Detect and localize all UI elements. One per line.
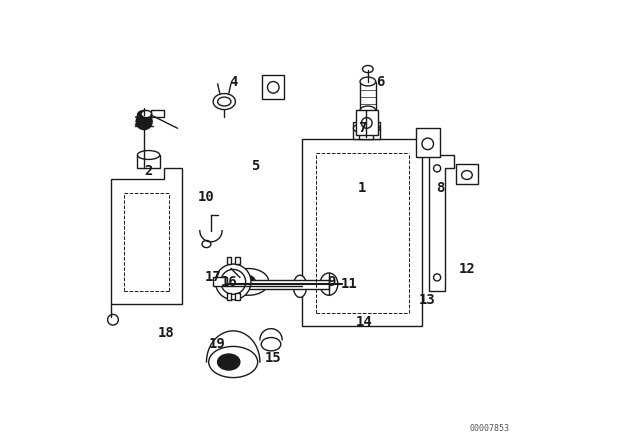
Ellipse shape: [108, 314, 118, 325]
Ellipse shape: [433, 274, 441, 281]
Ellipse shape: [138, 111, 151, 119]
FancyBboxPatch shape: [262, 75, 284, 99]
FancyBboxPatch shape: [416, 128, 440, 157]
Polygon shape: [111, 168, 182, 304]
Text: 13: 13: [419, 293, 435, 307]
Ellipse shape: [353, 123, 380, 134]
FancyBboxPatch shape: [456, 164, 478, 184]
FancyBboxPatch shape: [236, 293, 240, 300]
FancyBboxPatch shape: [359, 133, 372, 139]
Ellipse shape: [138, 151, 160, 159]
Text: 16: 16: [220, 275, 237, 289]
Ellipse shape: [218, 354, 240, 370]
Ellipse shape: [209, 346, 258, 378]
Text: 15: 15: [265, 351, 282, 365]
Text: 11: 11: [340, 277, 357, 291]
Ellipse shape: [268, 82, 279, 93]
Ellipse shape: [213, 94, 236, 110]
Text: 4: 4: [229, 74, 237, 89]
Text: 8: 8: [436, 181, 444, 195]
Text: 14: 14: [356, 315, 373, 329]
Text: 3: 3: [133, 115, 141, 129]
Ellipse shape: [228, 268, 269, 295]
Ellipse shape: [357, 119, 375, 133]
Text: 19: 19: [209, 337, 226, 351]
FancyBboxPatch shape: [356, 111, 378, 135]
FancyBboxPatch shape: [213, 277, 227, 286]
Ellipse shape: [362, 117, 372, 128]
FancyBboxPatch shape: [227, 258, 231, 264]
FancyBboxPatch shape: [138, 155, 160, 168]
Ellipse shape: [360, 106, 376, 115]
Text: 10: 10: [198, 190, 215, 204]
Ellipse shape: [216, 264, 251, 300]
Text: 9: 9: [327, 275, 335, 289]
FancyBboxPatch shape: [227, 280, 329, 289]
Text: 7: 7: [358, 121, 367, 135]
Ellipse shape: [261, 337, 281, 351]
Ellipse shape: [218, 97, 231, 106]
Ellipse shape: [141, 111, 152, 117]
Ellipse shape: [360, 77, 376, 86]
Ellipse shape: [221, 269, 246, 294]
FancyBboxPatch shape: [360, 82, 376, 111]
FancyBboxPatch shape: [227, 293, 231, 300]
Ellipse shape: [293, 275, 307, 297]
Text: 6: 6: [376, 74, 384, 89]
Text: 2: 2: [145, 164, 153, 177]
Text: 00007853: 00007853: [469, 424, 509, 433]
FancyBboxPatch shape: [353, 121, 380, 139]
Polygon shape: [302, 139, 422, 327]
Text: 12: 12: [458, 262, 476, 276]
Text: 5: 5: [252, 159, 260, 173]
Text: 1: 1: [358, 181, 367, 195]
FancyBboxPatch shape: [151, 111, 164, 117]
Text: 17: 17: [205, 271, 221, 284]
Text: 18: 18: [158, 326, 175, 340]
Ellipse shape: [202, 241, 211, 248]
Ellipse shape: [461, 171, 472, 180]
Ellipse shape: [237, 275, 255, 289]
Ellipse shape: [422, 138, 433, 150]
Ellipse shape: [362, 65, 373, 73]
Ellipse shape: [433, 165, 441, 172]
Ellipse shape: [320, 273, 338, 295]
Ellipse shape: [136, 114, 152, 129]
Polygon shape: [429, 155, 454, 291]
FancyBboxPatch shape: [236, 258, 240, 264]
